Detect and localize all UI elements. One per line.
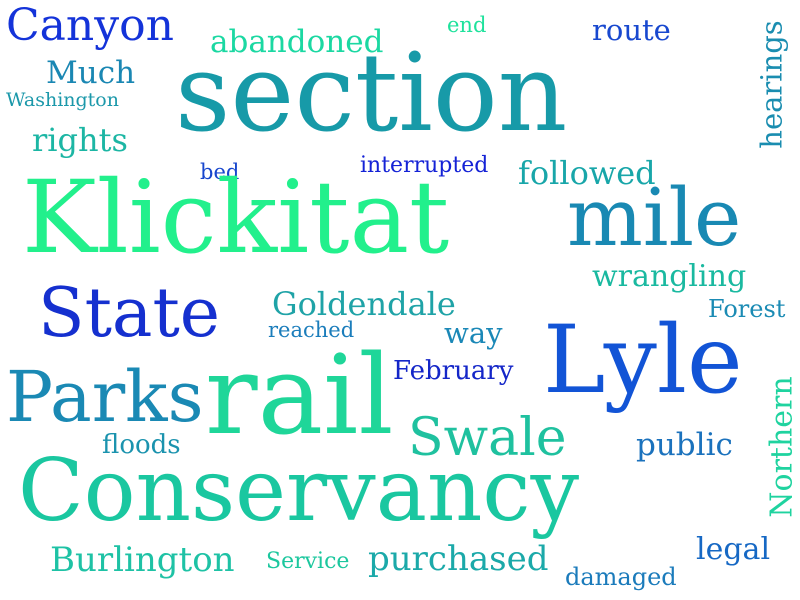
word-northern: Northern — [764, 376, 800, 518]
word-rights: rights — [32, 121, 128, 159]
word-damaged: damaged — [565, 563, 677, 591]
word-purchased: purchased — [368, 539, 549, 579]
word-state: State — [38, 274, 221, 353]
word-mile: mile — [567, 171, 742, 264]
word-followed: followed — [518, 154, 656, 192]
word-forest: Forest — [708, 295, 786, 323]
word-abandoned: abandoned — [210, 24, 384, 60]
word-wrangling: wrangling — [592, 259, 747, 294]
word-conservancy: Conservancy — [18, 441, 580, 541]
word-goldendale: Goldendale — [272, 285, 456, 323]
word-reached: reached — [268, 318, 355, 342]
word-canyon: Canyon — [6, 0, 174, 51]
word-much: Much — [46, 55, 136, 91]
word-swale: Swale — [408, 408, 567, 468]
word-service: Service — [266, 549, 350, 574]
word-bed: bed — [200, 160, 240, 184]
word-section: section — [175, 31, 568, 156]
word-washington: Washington — [6, 89, 119, 111]
word-end: end — [447, 13, 487, 37]
word-klickitat: Klickitat — [22, 159, 450, 276]
word-interrupted: interrupted — [360, 153, 489, 178]
word-february: February — [393, 356, 514, 386]
word-public: public — [636, 427, 733, 463]
word-way: way — [444, 316, 503, 350]
word-floods: floods — [102, 430, 181, 460]
word-rail: rail — [205, 331, 394, 459]
word-burlington: Burlington — [50, 540, 235, 580]
word-lyle: Lyle — [543, 306, 743, 415]
word-hearings: hearings — [754, 20, 789, 149]
word-parks: Parks — [6, 356, 204, 438]
word-legal: legal — [696, 532, 771, 567]
word-route: route — [592, 13, 671, 47]
